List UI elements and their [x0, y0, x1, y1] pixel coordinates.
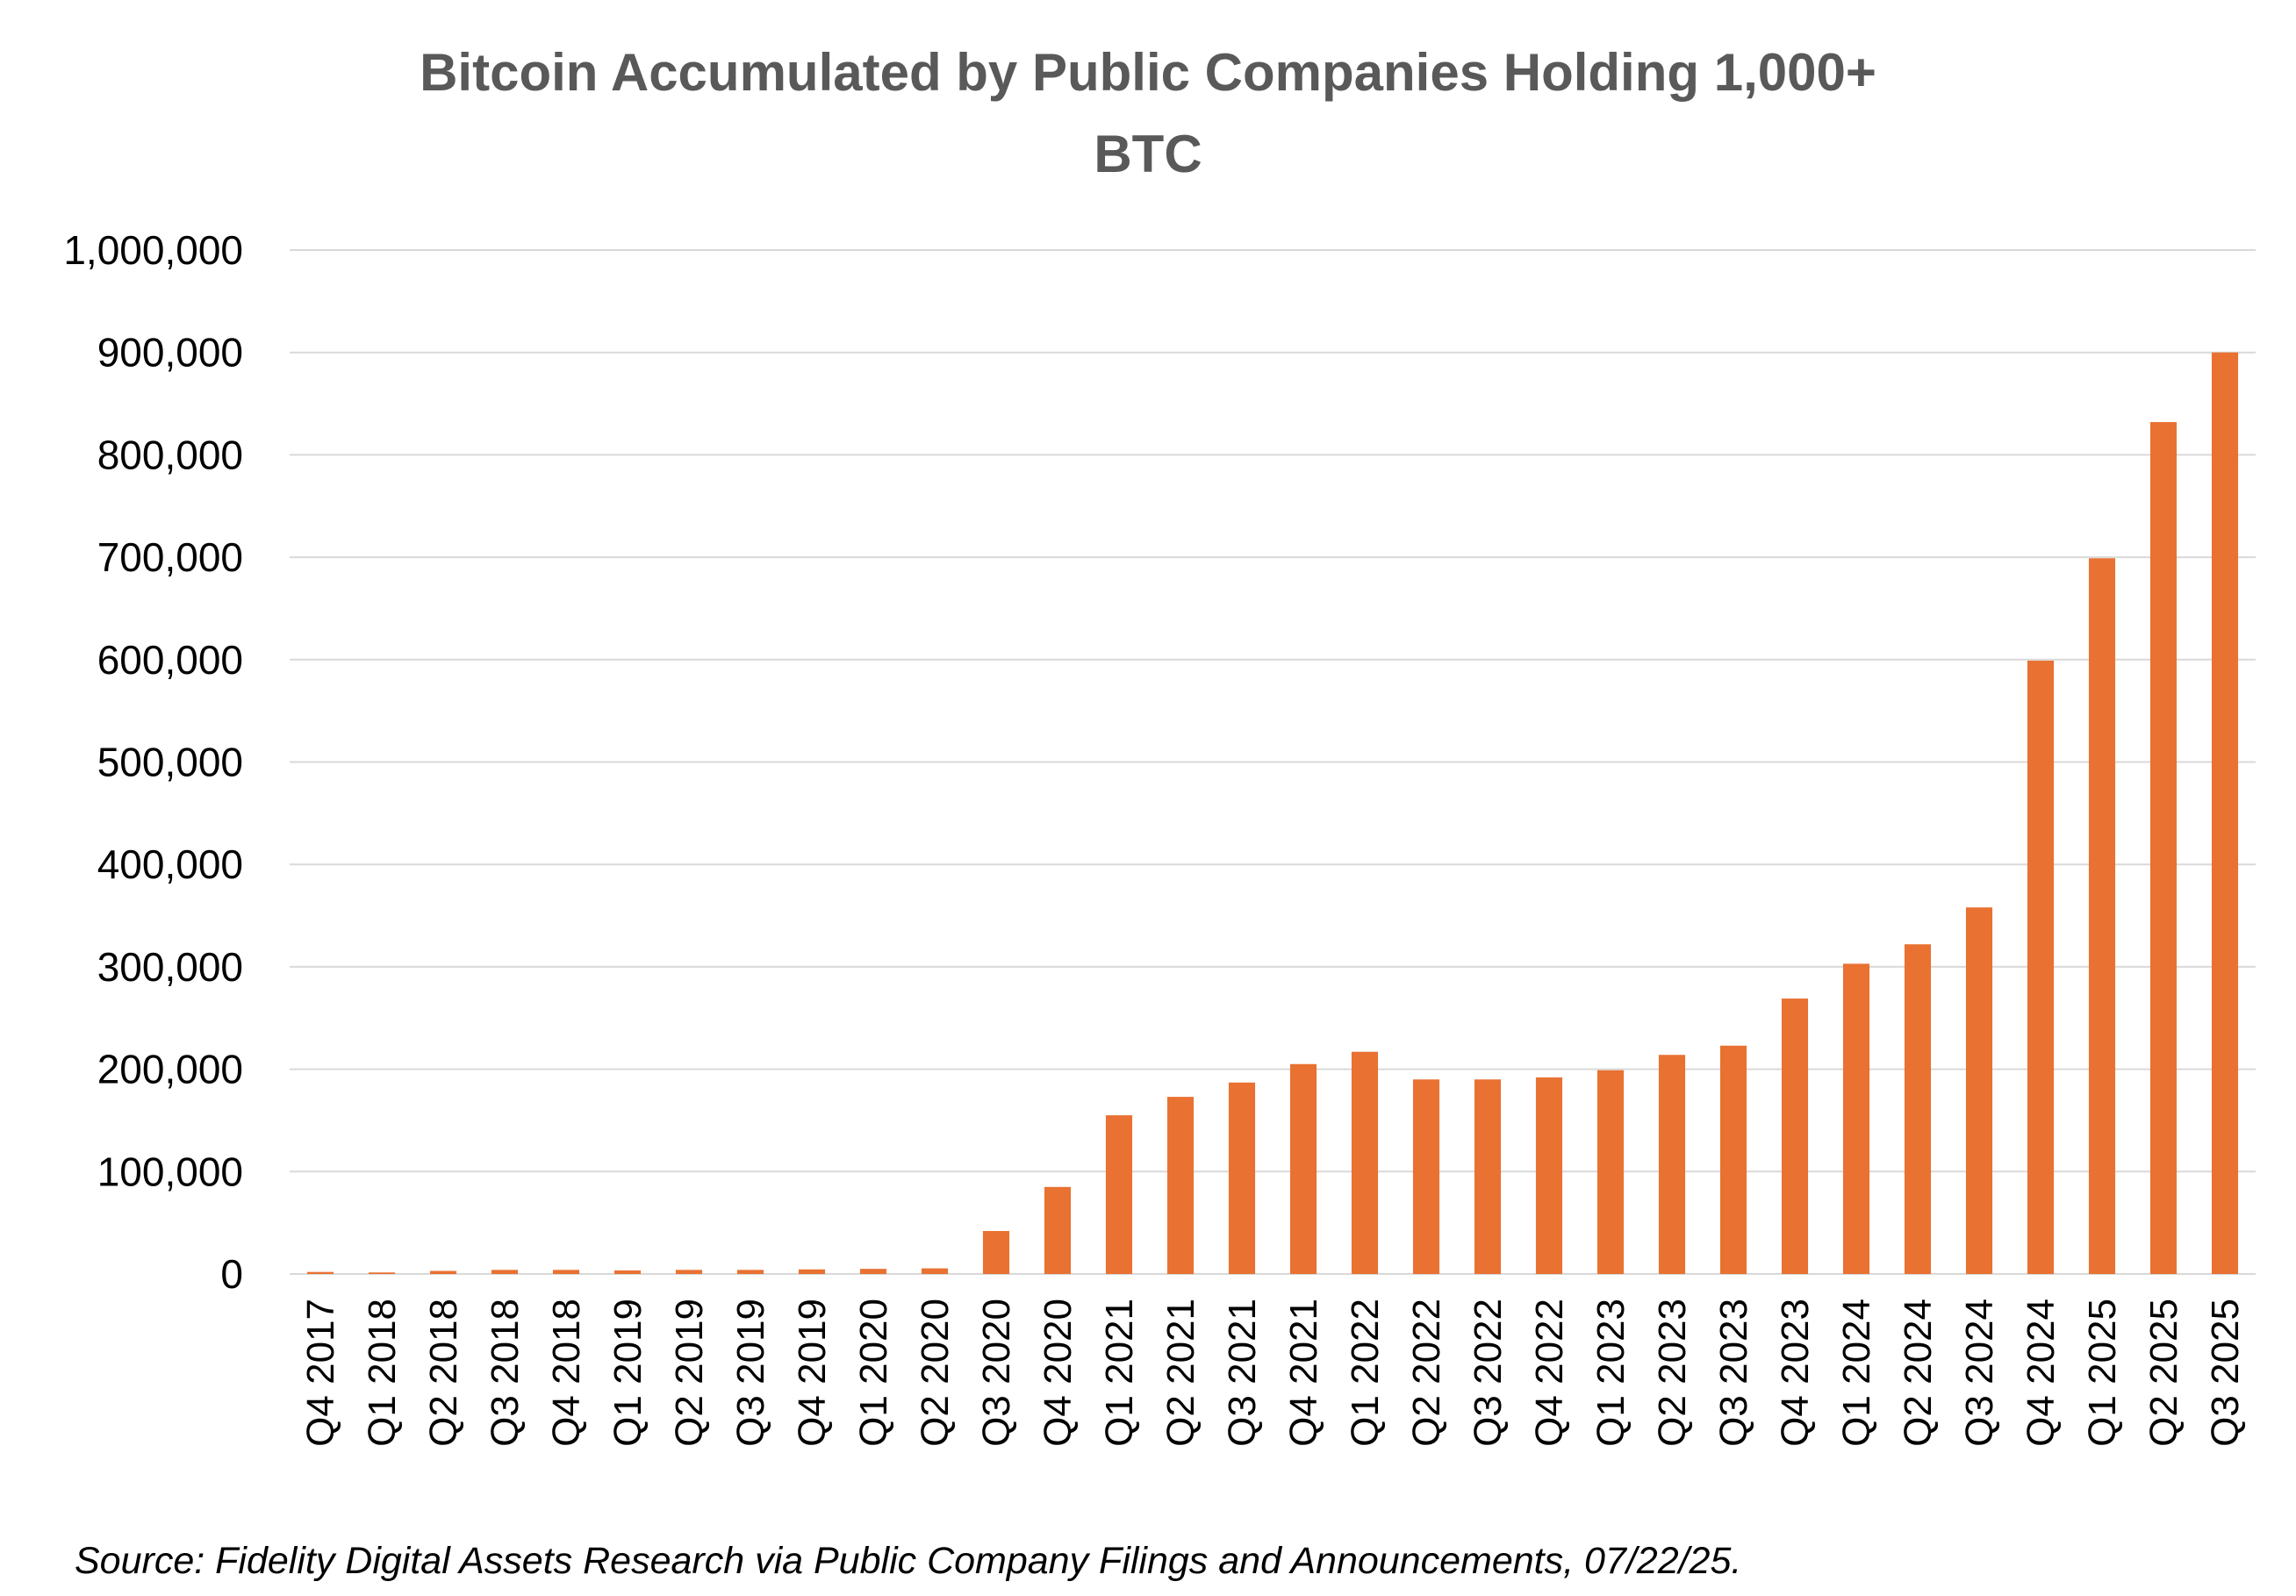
chart-title-line-1: Bitcoin Accumulated by Public Companies …	[420, 43, 1876, 102]
x-tick-label: Q4 2018	[545, 1299, 588, 1447]
bar	[921, 1268, 949, 1274]
x-tick-label: Q3 2018	[484, 1299, 527, 1447]
x-tick-label: Q2 2019	[668, 1299, 711, 1447]
bar	[613, 1270, 642, 1274]
source-note: Source: Fidelity Digital Assets Research…	[75, 1540, 1741, 1582]
bar	[1719, 1045, 1747, 1274]
x-tick-label: Q2 2025	[2142, 1299, 2185, 1447]
bar	[368, 1272, 396, 1274]
bar	[1596, 1070, 1625, 1274]
bar	[1351, 1051, 1379, 1274]
bar	[1166, 1097, 1195, 1274]
x-tick-label: Q1 2024	[1835, 1299, 1878, 1447]
x-axis-tick-labels: Q4 2017 Q1 2018 Q2 2018 Q3 2018 Q4 2018 Q1 20…	[299, 1299, 2247, 1447]
bars	[306, 352, 2239, 1275]
bar	[1535, 1077, 1563, 1274]
bar	[1105, 1115, 1133, 1274]
x-tick-label: Q4 2020	[1037, 1299, 1080, 1447]
x-tick-label: Q3 2024	[1958, 1299, 2001, 1447]
bar	[1044, 1186, 1072, 1274]
bar	[982, 1230, 1010, 1274]
bar	[1781, 998, 1809, 1274]
bar	[552, 1270, 580, 1274]
y-tick-label: 0	[220, 1251, 243, 1297]
y-tick-label: 800,000	[97, 432, 243, 477]
gridlines	[290, 249, 2256, 1275]
bar	[1965, 907, 1993, 1274]
x-tick-label: Q1 2022	[1344, 1299, 1387, 1447]
x-tick-label: Q2 2021	[1159, 1299, 1202, 1447]
bar	[1842, 963, 1870, 1274]
bar	[736, 1270, 764, 1274]
bar	[1658, 1055, 1686, 1274]
x-tick-label: Q4 2022	[1528, 1299, 1571, 1447]
x-tick-label: Q4 2019	[791, 1299, 834, 1447]
bar	[675, 1270, 703, 1274]
y-tick-label: 700,000	[97, 534, 243, 580]
y-tick-label: 900,000	[97, 330, 243, 376]
bar	[1412, 1079, 1440, 1274]
bar	[2211, 352, 2239, 1275]
x-tick-label: Q1 2025	[2081, 1299, 2124, 1447]
x-tick-label: Q2 2023	[1651, 1299, 1694, 1447]
x-tick-label: Q2 2020	[914, 1299, 957, 1447]
x-tick-label: Q4 2021	[1282, 1299, 1325, 1447]
x-tick-label: Q4 2023	[1774, 1299, 1817, 1447]
y-tick-label: 500,000	[97, 740, 243, 785]
x-tick-label: Q1 2019	[606, 1299, 649, 1447]
x-tick-label: Q1 2018	[361, 1299, 404, 1447]
bar	[429, 1270, 457, 1274]
x-tick-label: Q3 2025	[2204, 1299, 2247, 1447]
bar	[1904, 944, 1932, 1274]
bar	[798, 1269, 826, 1274]
y-axis-tick-labels: 0 100,000 200,000 300,000 400,000 500,000 600,…	[63, 227, 243, 1297]
bar	[2027, 660, 2055, 1274]
y-tick-label: 100,000	[97, 1149, 243, 1194]
bar	[1474, 1079, 1502, 1274]
x-tick-label: Q3 2019	[729, 1299, 772, 1447]
x-tick-label: Q2 2018	[422, 1299, 465, 1447]
y-tick-label: 300,000	[97, 944, 243, 990]
x-tick-label: Q2 2022	[1405, 1299, 1448, 1447]
x-tick-label: Q1 2020	[852, 1299, 895, 1447]
x-tick-label: Q3 2020	[975, 1299, 1018, 1447]
bar	[859, 1269, 887, 1274]
x-tick-label: Q3 2023	[1712, 1299, 1755, 1447]
x-tick-label: Q1 2023	[1589, 1299, 1632, 1447]
x-tick-label: Q2 2024	[1897, 1299, 1940, 1447]
bar	[1228, 1082, 1256, 1274]
x-tick-label: Q4 2024	[2020, 1299, 2063, 1447]
x-tick-label: Q4 2017	[299, 1299, 342, 1447]
chart-title-line-2: BTC	[1094, 125, 1202, 183]
bar	[2149, 422, 2178, 1274]
y-tick-label: 200,000	[97, 1047, 243, 1092]
bar	[1289, 1063, 1317, 1274]
x-tick-label: Q3 2022	[1467, 1299, 1510, 1447]
x-tick-label: Q3 2021	[1221, 1299, 1264, 1447]
bar	[306, 1271, 334, 1274]
bar	[2088, 558, 2116, 1274]
x-tick-label: Q1 2021	[1098, 1299, 1141, 1447]
bar	[491, 1270, 519, 1274]
y-tick-label: 600,000	[97, 637, 243, 683]
y-tick-label: 1,000,000	[63, 227, 243, 273]
y-tick-label: 400,000	[97, 841, 243, 887]
